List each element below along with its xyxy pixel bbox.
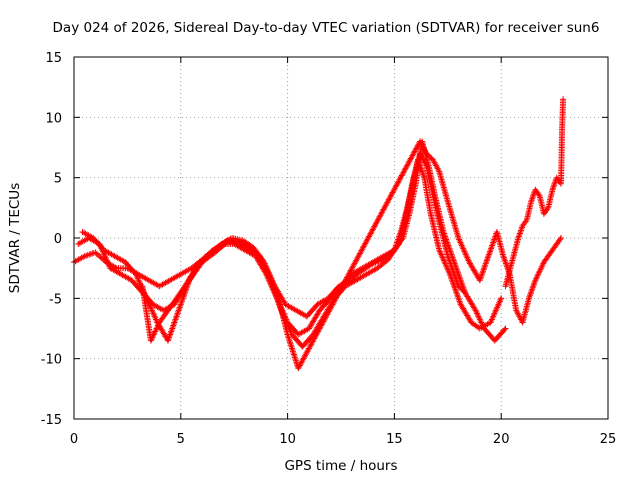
y-tick-label: 10 <box>45 111 62 126</box>
x-tick-label: 0 <box>70 432 78 447</box>
data-point <box>498 295 505 302</box>
data-point <box>558 235 564 241</box>
y-tick-label: 15 <box>45 51 62 66</box>
x-tick-label: 15 <box>386 432 403 447</box>
data-points <box>71 96 567 372</box>
y-axis-label: SDTVAR / TECUs <box>7 183 23 293</box>
y-tick-label: -10 <box>41 353 62 368</box>
x-tick-label: 25 <box>600 432 617 447</box>
y-tick-label: -15 <box>41 413 62 428</box>
y-tick-labels: -15 -10 -5 0 5 10 15 <box>41 51 62 428</box>
data-point <box>557 236 564 243</box>
x-tick-label: 20 <box>493 432 510 447</box>
y-tick-label: 0 <box>54 232 62 247</box>
data-point <box>501 326 508 333</box>
x-tick-labels: 0 5 10 15 20 25 <box>70 432 616 447</box>
chart-title: Day 024 of 2026, Sidereal Day-to-day VTE… <box>53 20 600 36</box>
data-point <box>560 96 567 103</box>
data-point <box>502 325 509 332</box>
y-tick-label: -5 <box>49 292 62 307</box>
y-tick-label: 5 <box>54 172 62 187</box>
x-tick-label: 5 <box>177 432 185 447</box>
data-point <box>399 236 405 243</box>
x-axis-label: GPS time / hours <box>284 458 397 474</box>
plot-frame <box>73 56 609 420</box>
x-tick-label: 10 <box>279 432 296 447</box>
